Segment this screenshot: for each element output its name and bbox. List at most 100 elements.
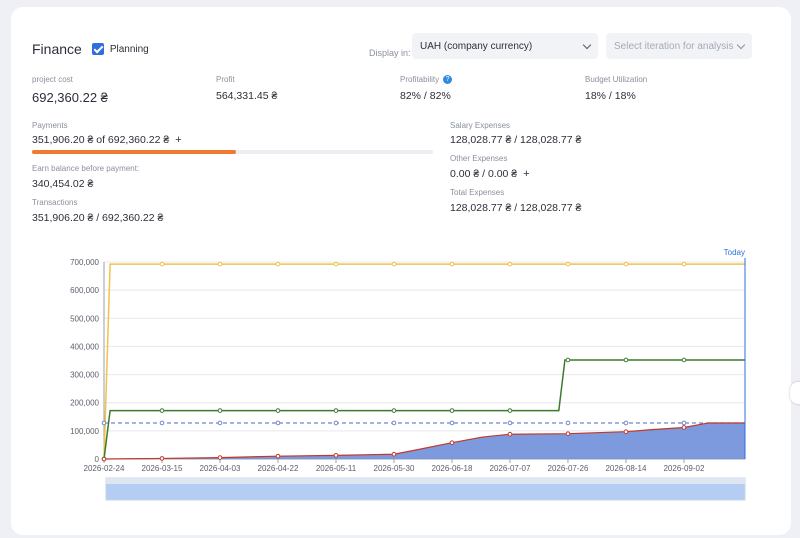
project-cost-point xyxy=(565,261,571,267)
project-cost-point xyxy=(507,261,513,267)
transactions-label: Transactions xyxy=(32,198,78,207)
budget-point xyxy=(159,420,165,426)
x-tick-label: 2026-02-24 xyxy=(84,464,125,473)
add-expense-icon[interactable]: + xyxy=(523,168,530,180)
x-tick-label: 2026-04-22 xyxy=(258,464,299,473)
expenses-point xyxy=(449,440,455,445)
earn-balance-value: 340,454.02 ₴ xyxy=(32,178,94,190)
help-icon[interactable]: ? xyxy=(443,75,453,85)
payments-value: 351,906.20 ₴ of 692,360.22 ₴ xyxy=(32,134,170,146)
payments-point xyxy=(333,408,339,413)
total-expenses-value: 128,028.77 ₴ / 128,028.77 ₴ xyxy=(450,202,582,214)
project-cost-point xyxy=(681,261,687,267)
payments-point xyxy=(681,357,687,363)
payments-point xyxy=(275,408,281,413)
payments-point xyxy=(217,408,223,413)
profit-value: 564,331.45 ₴ xyxy=(216,90,278,102)
transactions-value: 351,906.20 ₴ / 692,360.22 ₴ xyxy=(32,212,164,224)
planning-label[interactable]: Planning xyxy=(109,43,149,55)
budget-point xyxy=(275,420,281,426)
payments-point xyxy=(507,408,513,413)
x-tick-label: 2026-08-14 xyxy=(605,464,646,473)
y-tick-label: 600,000 xyxy=(70,286,99,295)
project-cost-point xyxy=(333,261,339,267)
y-tick-label: 400,000 xyxy=(70,342,99,351)
project-cost-point xyxy=(217,261,223,267)
project-cost-point xyxy=(275,261,281,267)
project-cost-point xyxy=(623,261,629,267)
currency-value: UAH (company currency) xyxy=(420,40,533,52)
range-navigator-top xyxy=(106,478,745,484)
budget-point xyxy=(449,420,455,426)
x-tick-label: 2026-05-30 xyxy=(374,464,415,473)
expenses-area xyxy=(104,422,745,459)
iteration-select[interactable]: Select iteration for analysis xyxy=(606,33,752,59)
finance-card: Finance Planning Display in: UAH (compan… xyxy=(11,7,791,535)
payments-point xyxy=(449,408,455,413)
payments-point xyxy=(391,408,397,413)
expenses-point xyxy=(275,453,281,459)
budget-point xyxy=(101,420,107,426)
payments-point xyxy=(159,408,165,413)
budget-point xyxy=(333,420,339,426)
profitability-label: Profitability? xyxy=(400,75,453,85)
x-tick-label: 2026-09-02 xyxy=(663,464,704,473)
budget-point xyxy=(391,420,397,426)
expenses-point xyxy=(159,456,165,461)
y-tick-label: 100,000 xyxy=(70,427,99,436)
project-cost-point xyxy=(159,261,165,267)
side-panel-handle[interactable] xyxy=(790,382,800,404)
add-payment-icon[interactable]: + xyxy=(175,134,182,146)
budget-point xyxy=(681,420,687,426)
x-tick-label: 2026-04-03 xyxy=(200,464,241,473)
expenses-point xyxy=(681,425,687,430)
payments-progress-fill xyxy=(32,150,236,154)
salary-expenses-label: Salary Expenses xyxy=(450,121,511,130)
y-tick-label: 200,000 xyxy=(70,399,99,408)
profitability-label-text: Profitability xyxy=(400,75,440,84)
expenses-point xyxy=(333,453,339,458)
currency-select[interactable]: UAH (company currency) xyxy=(412,33,598,59)
display-in-label: Display in: xyxy=(369,48,411,58)
y-tick-label: 500,000 xyxy=(70,314,99,323)
budget-point xyxy=(217,420,223,426)
today-label: Today xyxy=(724,248,745,257)
budget-point xyxy=(507,420,513,426)
project-cost-value: 692,360.22 ₴ xyxy=(32,90,108,105)
salary-expenses-value: 128,028.77 ₴ / 128,028.77 ₴ xyxy=(450,134,582,146)
project-cost-label: project cost xyxy=(32,75,73,84)
payments-value-row: 351,906.20 ₴ of 692,360.22 ₴ + xyxy=(32,134,182,146)
payments-point xyxy=(623,357,629,363)
earn-balance-label: Earn balance before payment: xyxy=(32,164,140,173)
payments-label: Payments xyxy=(32,121,68,130)
other-expenses-label: Other Expenses xyxy=(450,154,508,163)
iteration-placeholder: Select iteration for analysis xyxy=(614,40,734,52)
project-cost-line xyxy=(103,263,745,460)
other-expenses-value: 0.00 ₴ / 0.00 ₴ xyxy=(450,168,518,180)
payments-progress-bar xyxy=(32,150,433,154)
expenses-point xyxy=(507,431,513,437)
expenses-point xyxy=(565,431,571,436)
x-tick-label: 2026-06-18 xyxy=(432,464,473,473)
y-tick-label: 0 xyxy=(95,455,100,464)
budget-utilization-label: Budget Utilization xyxy=(585,75,648,84)
payments-point xyxy=(565,357,571,363)
expenses-line xyxy=(103,422,745,460)
budget-point xyxy=(565,420,571,426)
profitability-value: 82% / 82% xyxy=(400,90,451,102)
x-tick-label: 2026-07-07 xyxy=(490,464,531,473)
project-cost-point xyxy=(391,261,397,267)
x-tick-label: 2026-03-15 xyxy=(142,464,183,473)
finance-header: Finance Planning xyxy=(32,39,149,59)
planning-checkbox[interactable] xyxy=(91,43,104,55)
y-tick-label: 300,000 xyxy=(70,371,99,380)
expenses-point xyxy=(101,456,107,462)
x-tick-label: 2026-07-26 xyxy=(548,464,589,473)
expenses-point xyxy=(217,455,223,460)
expenses-point xyxy=(623,429,629,435)
budget-utilization-value: 18% / 18% xyxy=(585,90,636,102)
expenses-point xyxy=(391,451,397,457)
other-expenses-value-row: 0.00 ₴ / 0.00 ₴ + xyxy=(450,168,530,180)
total-expenses-label: Total Expenses xyxy=(450,188,505,197)
